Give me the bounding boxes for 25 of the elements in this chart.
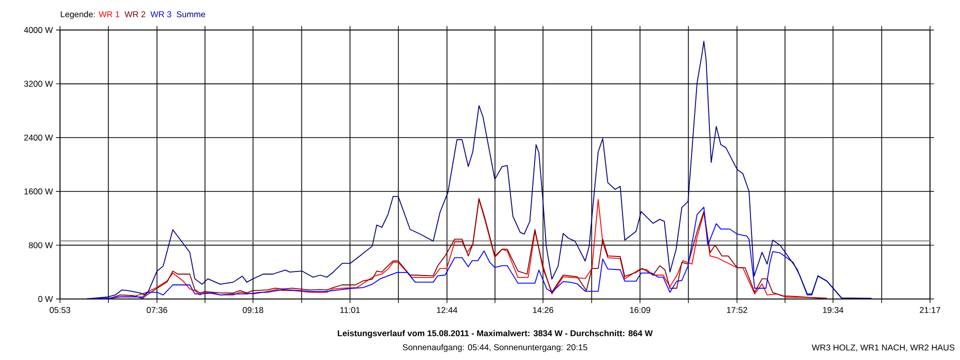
text: WR 2 xyxy=(124,11,146,18)
text: WR 3 xyxy=(150,11,172,18)
x-tick-label: 09:18 xyxy=(242,307,264,314)
x-tick-label: 17:52 xyxy=(727,307,748,314)
text: Summe xyxy=(176,11,206,18)
x-tick-label: 05:53 xyxy=(50,307,70,314)
x-tick-label: 14:26 xyxy=(533,307,554,314)
y-tick-label: 2400 W xyxy=(24,134,53,141)
text: WR3 HOLZ, WR1 NACH, WR2 HAUS xyxy=(812,344,954,352)
x-tick-label: 21:17 xyxy=(920,307,940,313)
x-tick-label: 11:01 xyxy=(340,307,360,314)
text: WR 1 xyxy=(98,11,120,18)
y-tick-label: 3200 W xyxy=(24,80,53,87)
text: Sonnenaufgang: 05:44, Sonnenuntergang: 20:15 xyxy=(402,344,588,352)
legend-title: Legende: xyxy=(60,11,95,19)
text: Leistungsverlauf vom 15.08.2011 - Maximalwert: 3834 W - Durchschnitt: 864 W xyxy=(338,330,653,338)
x-tick-label: 07:36 xyxy=(146,307,168,314)
y-tick-label: 1600 W xyxy=(24,188,53,194)
y-tick-label: 800 W xyxy=(28,242,53,248)
x-tick-label: 12:44 xyxy=(437,307,458,313)
x-tick-label: 16:09 xyxy=(630,307,650,314)
line-series xyxy=(85,40,872,299)
x-tick-label: 19:34 xyxy=(823,307,844,314)
y-tick-label: 4000 W xyxy=(24,27,53,33)
y-tick-label: 0 W xyxy=(38,296,53,302)
